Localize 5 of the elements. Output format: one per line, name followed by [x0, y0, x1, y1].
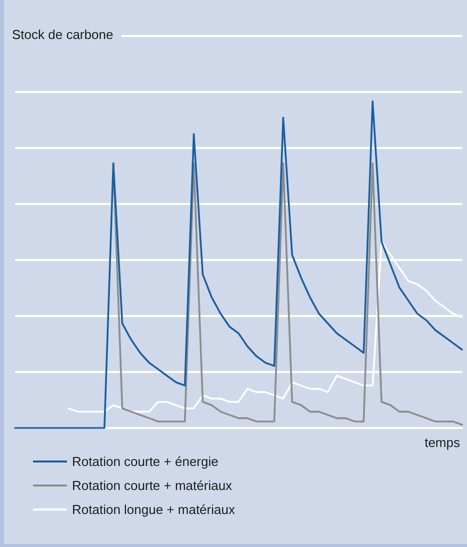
legend-label: Rotation longue + matériaux	[72, 502, 236, 517]
x-axis-title: temps	[424, 435, 460, 450]
legend-label: Rotation courte + énergie	[72, 454, 218, 469]
legend-label: Rotation courte + matériaux	[72, 478, 233, 493]
chart-title: Stock de carbone	[12, 27, 114, 42]
